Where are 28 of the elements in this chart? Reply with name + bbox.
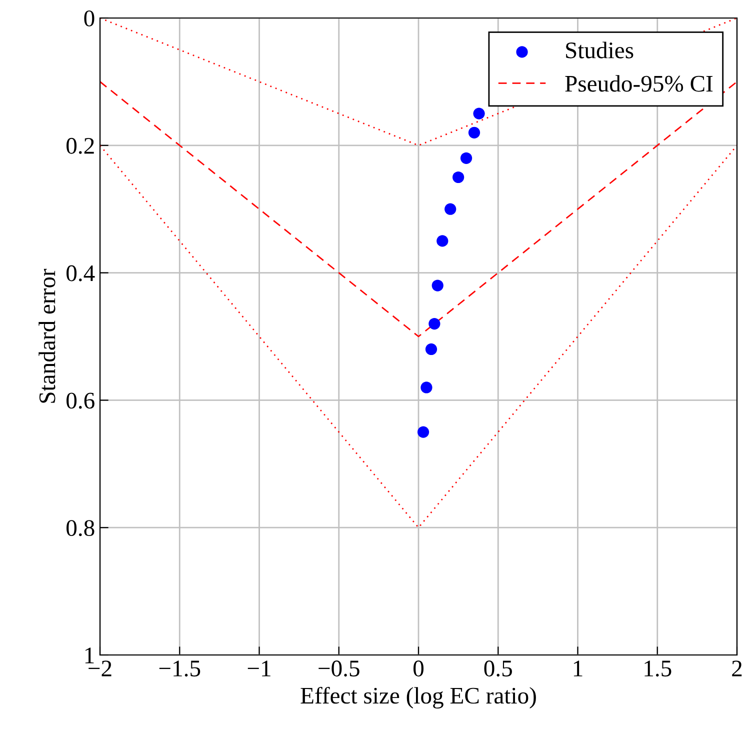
y-axis-title: Standard error xyxy=(38,268,56,403)
legend-label: Studies xyxy=(566,42,634,58)
point xyxy=(417,426,430,438)
point xyxy=(473,108,485,120)
point xyxy=(425,343,438,356)
y-tick-label: 0.8 xyxy=(66,520,94,536)
x-tick-label: 0 xyxy=(413,660,424,676)
point xyxy=(444,203,456,215)
x-tick-label: 1.5 xyxy=(644,660,672,677)
point xyxy=(436,235,448,247)
point xyxy=(428,318,440,330)
legend-label: Pseudo-95% CI xyxy=(565,75,713,92)
point xyxy=(460,152,472,164)
x-axis-title: Effect size (log EC ratio) xyxy=(300,686,536,709)
point xyxy=(468,126,480,138)
x-tick-label: 2 xyxy=(732,660,742,676)
y-tick-label: 0.4 xyxy=(66,265,95,282)
x-tick-label: −0.5 xyxy=(318,660,360,677)
point xyxy=(452,171,464,184)
x-tick-label: −1 xyxy=(248,660,270,676)
x-tick-label: 0.5 xyxy=(484,660,512,677)
x-tick-label: −1.5 xyxy=(159,660,200,677)
y-tick-label: 0.6 xyxy=(66,392,94,409)
x-tick-label: 1 xyxy=(574,660,582,676)
point xyxy=(420,382,432,394)
point xyxy=(432,280,444,292)
y-tick-label: 0.2 xyxy=(66,138,94,154)
y-tick-label: 0 xyxy=(84,10,94,26)
